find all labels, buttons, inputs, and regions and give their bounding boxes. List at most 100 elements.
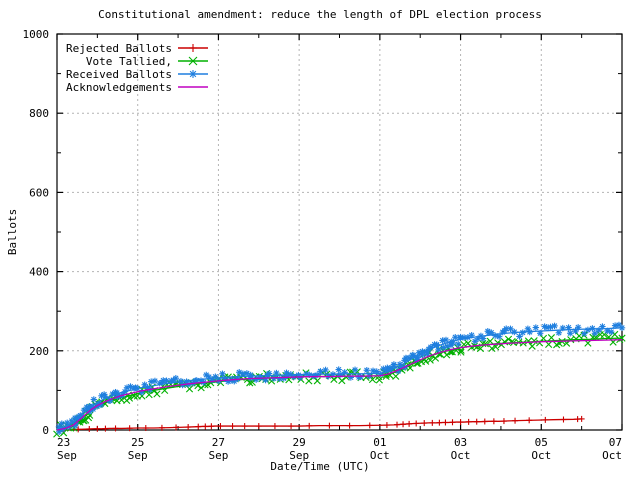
data-point-marker-plus	[500, 418, 507, 425]
data-point-marker-plus	[383, 422, 390, 429]
y-tick-label: 600	[29, 186, 49, 199]
data-point-marker-star	[618, 324, 626, 332]
data-point-marker-plus	[142, 425, 149, 432]
y-axis-title: Ballots	[6, 209, 19, 255]
data-point-marker-cross	[530, 337, 538, 345]
data-point-marker-plus	[195, 423, 202, 430]
chart-title: Constitutional amendment: reduce the len…	[98, 8, 542, 21]
data-point-marker-star	[449, 339, 456, 347]
data-point-marker-star	[373, 368, 380, 375]
data-point-marker-plus	[208, 423, 215, 430]
plot-frame	[56, 33, 623, 431]
data-point-marker-star	[526, 328, 533, 336]
data-point-marker-star	[574, 324, 582, 331]
data-point-marker-cross	[197, 384, 205, 392]
data-point-marker-star	[435, 346, 442, 354]
data-point-marker-plus	[449, 419, 456, 426]
x-tick-label-month: Sep	[208, 449, 228, 462]
data-point-marker-plus	[526, 417, 533, 424]
data-point-marker-plus	[158, 424, 165, 431]
data-point-marker-plus	[481, 418, 488, 425]
data-point-marker-star	[591, 330, 599, 337]
data-point-marker-cross	[528, 342, 536, 350]
data-point-marker-plus	[217, 423, 224, 430]
data-point-marker-star	[492, 332, 499, 339]
data-point-marker-plus	[421, 420, 428, 427]
data-point-marker-star	[270, 375, 277, 382]
data-point-marker-plus	[346, 422, 353, 429]
x-tick-label-month: Oct	[451, 449, 471, 462]
data-point-marker-star	[341, 369, 348, 376]
y-tick-label: 1000	[23, 28, 50, 41]
data-point-marker-plus	[465, 418, 472, 425]
data-point-marker-plus	[288, 423, 295, 430]
data-point-marker-plus	[306, 422, 313, 429]
data-point-marker-plus	[86, 426, 93, 433]
data-point-marker-star	[433, 341, 440, 348]
data-point-marker-plus	[442, 419, 449, 426]
data-point-marker-cross	[488, 344, 496, 353]
data-point-marker-plus	[185, 424, 192, 431]
data-point-marker-star	[511, 328, 518, 336]
legend-label-2: Received Ballots	[66, 68, 172, 81]
data-point-marker-plus	[173, 424, 180, 431]
data-point-marker-plus	[560, 416, 567, 423]
data-point-marker-star	[488, 329, 495, 336]
y-tick-label: 0	[42, 424, 49, 437]
data-point-marker-plus	[241, 423, 248, 430]
data-point-marker-star	[455, 340, 462, 348]
data-point-marker-cross	[426, 356, 434, 364]
data-point-marker-star	[396, 361, 404, 368]
data-point-marker-plus	[326, 422, 333, 429]
data-point-marker-plus	[189, 44, 197, 52]
data-point-marker-star	[133, 384, 141, 392]
data-point-marker-cross	[375, 376, 383, 384]
data-point-marker-plus	[578, 415, 585, 422]
data-point-marker-plus	[229, 423, 236, 430]
data-point-marker-star	[335, 366, 342, 373]
data-point-marker-star	[559, 324, 566, 332]
data-point-marker-star	[357, 373, 364, 381]
x-tick-label-month: Sep	[57, 449, 77, 462]
data-point-marker-cross	[246, 379, 254, 387]
data-point-marker-plus	[271, 423, 278, 430]
data-point-marker-star	[442, 336, 450, 344]
x-tick-label-day: 03	[454, 436, 467, 449]
data-point-marker-cross	[457, 348, 465, 356]
data-point-marker-star	[90, 396, 97, 403]
data-point-marker-plus	[94, 425, 101, 432]
data-point-marker-star	[599, 323, 606, 330]
y-tick-label: 400	[29, 266, 49, 279]
data-point-marker-plus	[512, 417, 519, 424]
data-point-marker-cross	[153, 390, 161, 398]
data-point-marker-star	[236, 369, 243, 376]
data-point-marker-cross	[305, 377, 313, 385]
x-tick-label-day: 27	[212, 436, 225, 449]
data-point-marker-star	[322, 366, 329, 374]
y-tick-label: 200	[29, 345, 49, 358]
data-point-marker-cross	[524, 337, 533, 345]
series-line	[56, 339, 623, 431]
data-point-marker-star	[611, 322, 619, 329]
data-point-marker-plus	[400, 421, 407, 428]
data-point-marker-plus	[202, 423, 209, 430]
data-point-marker-star	[363, 367, 370, 374]
data-point-marker-star	[565, 324, 572, 331]
data-point-marker-star	[317, 368, 324, 375]
data-point-marker-star	[414, 354, 422, 361]
data-point-marker-star	[347, 374, 355, 381]
data-point-marker-star	[608, 328, 615, 336]
data-point-marker-plus	[436, 419, 443, 426]
data-point-marker-star	[479, 335, 487, 342]
data-point-marker-cross	[185, 385, 194, 393]
data-point-marker-star	[257, 374, 264, 381]
x-tick-label-month: Oct	[602, 449, 622, 462]
data-point-marker-star	[427, 343, 434, 351]
data-point-marker-cross	[486, 337, 494, 345]
data-point-marker-cross	[547, 334, 556, 342]
data-point-marker-star	[58, 420, 66, 427]
data-point-marker-plus	[413, 420, 420, 427]
x-tick-label-day: 05	[535, 436, 548, 449]
data-point-marker-plus	[457, 419, 464, 426]
